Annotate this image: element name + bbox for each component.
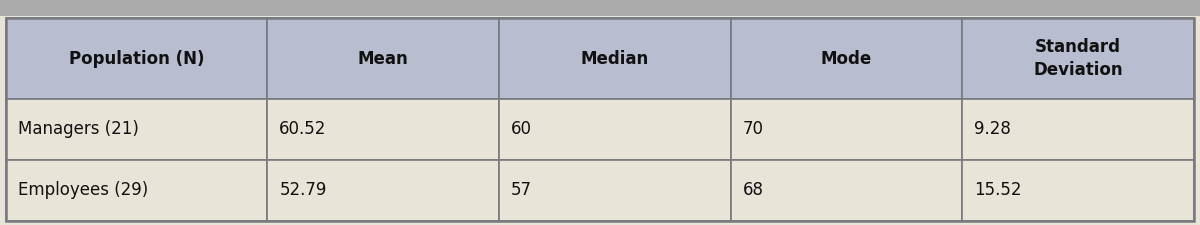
Text: 60.52: 60.52 [280,120,326,138]
Text: Mode: Mode [821,50,872,68]
Text: Employees (29): Employees (29) [18,181,149,199]
Text: 9.28: 9.28 [974,120,1012,138]
Bar [499,18,731,99]
Bar [499,99,731,160]
Bar [962,160,1194,220]
Text: 57: 57 [511,181,532,199]
Bar [268,18,499,99]
Bar [499,160,731,220]
Text: 52.79: 52.79 [280,181,326,199]
Bar [6,99,268,160]
Text: Managers (21): Managers (21) [18,120,139,138]
Text: 60: 60 [511,120,532,138]
Bar [6,18,268,99]
Bar [962,99,1194,160]
Text: Standard
Deviation: Standard Deviation [1033,38,1123,79]
Text: 70: 70 [743,120,763,138]
Bar [6,160,268,220]
Text: Population (N): Population (N) [68,50,204,68]
Bar [268,160,499,220]
Bar [962,18,1194,99]
Text: 68: 68 [743,181,763,199]
Text: 15.52: 15.52 [974,181,1022,199]
Bar [731,99,962,160]
Text: Mean: Mean [358,50,408,68]
Bar [0,0,1200,16]
Bar [731,18,962,99]
Bar [268,99,499,160]
Text: Median: Median [581,50,649,68]
Bar [731,160,962,220]
